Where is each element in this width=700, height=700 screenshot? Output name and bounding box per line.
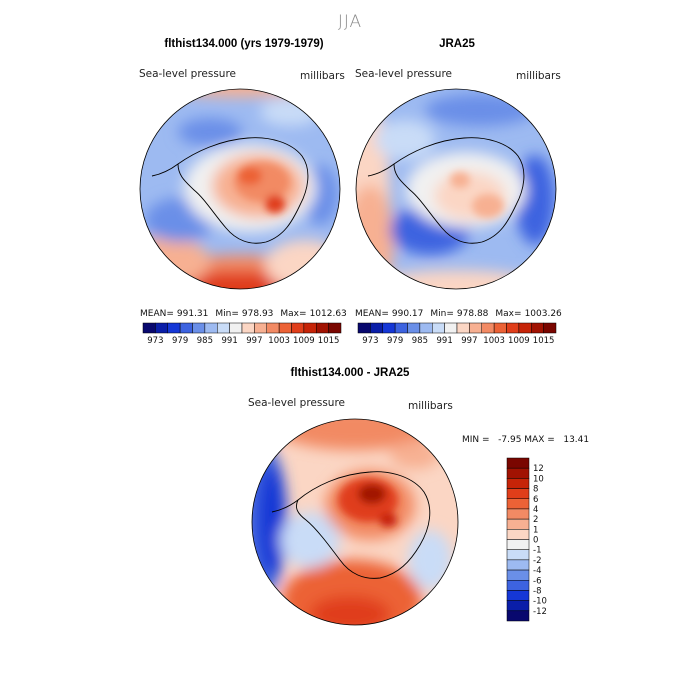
- colorbar-model-tick-label: 997: [246, 336, 262, 346]
- panel-model-left-label: Sea-level pressure: [139, 68, 236, 80]
- colorbar-obs-swatch-2: [382, 322, 396, 334]
- colorbar-model-tick-label: 985: [197, 336, 213, 346]
- colorbar-model-swatch-10: [266, 322, 280, 334]
- colorbar-diff-tick-label: 1: [533, 525, 538, 535]
- colorbar-diff-swatch-12: [506, 580, 530, 591]
- colorbar-model-swatch-14: [316, 322, 329, 334]
- figure-title: JJA: [338, 12, 362, 32]
- colorbar-obs-swatch-12: [506, 322, 520, 334]
- colorbar-model-swatch-8: [241, 322, 255, 334]
- colorbar-obs-swatch-0: [357, 322, 371, 334]
- colorbar-diff-tick-label: 12: [533, 464, 544, 474]
- colorbar-diff-swatch-0: [506, 457, 530, 469]
- colorbar-diff-swatch-3: [506, 488, 530, 499]
- panel-obs-right-label: millibars: [516, 70, 561, 82]
- panel-diff-left-label: Sea-level pressure: [248, 397, 345, 409]
- colorbar-model-tick-label: 1009: [293, 336, 315, 346]
- colorbar-diff-tick-label: -10: [533, 597, 547, 607]
- colorbar-obs: 973 979 985 991 997 1003 1009 1015: [357, 322, 557, 346]
- colorbar-diff-tick-label: 4: [533, 505, 538, 515]
- panel-diff-stats: MIN = -7.95 MAX = 13.41: [462, 435, 589, 445]
- colorbar-model-swatch-5: [204, 322, 218, 334]
- colorbar-obs-tick-label: 991: [437, 336, 453, 346]
- colorbar-diff-swatch-1: [506, 467, 530, 479]
- panel-model-stats: MEAN= 991.31 Min= 978.93 Max= 1012.63: [140, 309, 347, 319]
- colorbar-diff-swatch-9: [506, 549, 530, 561]
- colorbar-obs-swatch-13: [518, 322, 532, 334]
- colorbar-obs-swatch-9: [469, 322, 482, 334]
- colorbar-model-swatch-3: [179, 322, 193, 334]
- colorbar-model-swatch-15: [328, 322, 342, 334]
- colorbar-obs-swatch-4: [407, 322, 421, 334]
- colorbar-diff-swatch-10: [506, 559, 530, 571]
- colorbar-obs-swatch-6: [432, 322, 445, 334]
- colorbar-diff-swatch-13: [506, 590, 530, 601]
- colorbar-diff-tick-label: 8: [533, 485, 538, 495]
- colorbar-model-tick-label: 1003: [268, 336, 290, 346]
- colorbar-diff-swatch-11: [506, 569, 530, 581]
- colorbar-diff-tick-label: -12: [533, 607, 547, 617]
- colorbar-obs-tick-label: 1003: [483, 336, 505, 346]
- colorbar-diff-tick-label: 10: [533, 474, 544, 484]
- map-model: [140, 89, 340, 289]
- colorbar-obs-tick-label: 973: [362, 336, 378, 346]
- colorbar-diff-swatch-4: [506, 498, 530, 510]
- colorbar-model-tick-label: 973: [147, 336, 163, 346]
- colorbar-obs-tick-label: 1009: [508, 336, 530, 346]
- panel-obs-left-label: Sea-level pressure: [355, 68, 452, 80]
- colorbar-diff-tick-label: 6: [533, 495, 538, 505]
- colorbar-obs-tick-label: 979: [387, 336, 403, 346]
- colorbar-diff-swatch-2: [506, 478, 530, 489]
- panel-diff-title: flthist134.000 - JRA25: [291, 367, 410, 379]
- colorbar-obs-swatch-8: [456, 322, 470, 334]
- colorbar-model-swatch-4: [192, 322, 206, 334]
- colorbar-diff-swatch-5: [506, 508, 530, 520]
- colorbar-diff-swatch-8: [506, 539, 530, 550]
- colorbar-diff-tick-label: -8: [533, 586, 541, 596]
- panel-obs-stats: MEAN= 990.17 Min= 978.88 Max= 1003.26: [355, 309, 562, 319]
- panel-obs-title: JRA25: [439, 38, 475, 50]
- colorbar-diff-tick-label: -1: [533, 546, 541, 556]
- panel-model-title: flthist134.000 (yrs 1979-1979): [164, 38, 323, 50]
- colorbar-obs-tick-label: 1015: [533, 336, 555, 346]
- colorbar-diff-swatch-15: [506, 610, 530, 622]
- colorbar-model-swatch-9: [254, 322, 267, 334]
- colorbar-diff-swatch-6: [506, 518, 530, 530]
- colorbar-diff-swatch-14: [506, 600, 530, 612]
- colorbar-diff-tick-label: -6: [533, 576, 541, 586]
- colorbar-obs-tick-label: 997: [461, 336, 477, 346]
- colorbar-model-swatch-2: [167, 322, 181, 334]
- colorbar-obs-swatch-1: [370, 322, 383, 334]
- colorbar-model-swatch-7: [229, 322, 243, 334]
- map-diff: [252, 419, 458, 625]
- colorbar-obs-swatch-7: [444, 322, 458, 334]
- colorbar-obs-swatch-5: [419, 322, 433, 334]
- colorbar-model-swatch-0: [142, 322, 156, 334]
- map-obs: [356, 89, 556, 289]
- colorbar-diff-tick-label: -4: [533, 566, 541, 576]
- colorbar-obs-swatch-10: [481, 322, 495, 334]
- colorbar-diff-tick-label: 0: [533, 536, 538, 546]
- colorbar-model-swatch-13: [303, 322, 317, 334]
- colorbar-model-tick-label: 991: [222, 336, 238, 346]
- colorbar-model-swatch-12: [291, 322, 305, 334]
- colorbar-diff-swatch-7: [506, 529, 530, 540]
- colorbar-model-swatch-6: [217, 322, 230, 334]
- colorbar-diff-tick-label: -2: [533, 556, 541, 566]
- colorbar-obs-swatch-14: [531, 322, 544, 334]
- colorbar-model-tick-label: 979: [172, 336, 188, 346]
- colorbar-obs-swatch-11: [493, 322, 507, 334]
- colorbar-model-swatch-11: [278, 322, 292, 334]
- colorbar-model-tick-label: 1015: [318, 336, 340, 346]
- colorbar-obs-swatch-15: [543, 322, 557, 334]
- colorbar-model: 973 979 985 991 997 1003 1009 1015: [142, 322, 342, 346]
- panel-model-right-label: millibars: [300, 70, 345, 82]
- colorbar-model-swatch-1: [155, 322, 168, 334]
- colorbar-diff-tick-label: 2: [533, 515, 538, 525]
- panel-diff-right-label: millibars: [408, 400, 453, 412]
- colorbar-obs-swatch-3: [394, 322, 408, 334]
- colorbar-obs-tick-label: 985: [412, 336, 428, 346]
